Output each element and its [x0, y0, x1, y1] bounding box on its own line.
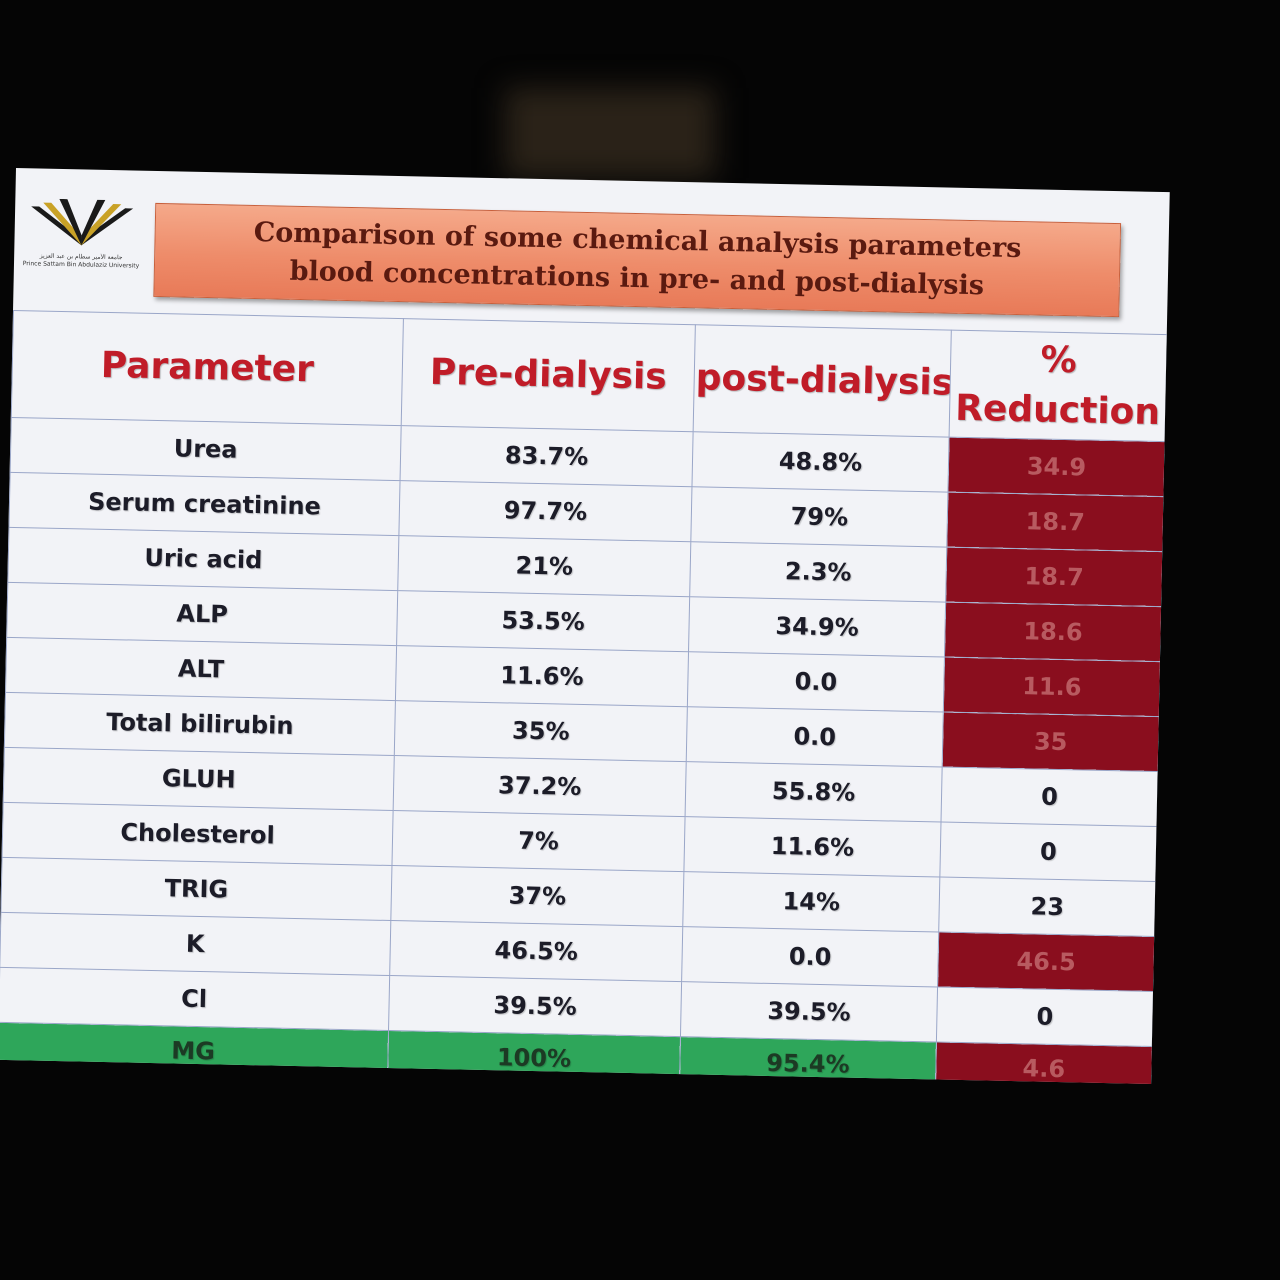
cell-parameter: GLUH [3, 747, 395, 811]
slide-title: Comparison of some chemical analysis par… [253, 216, 1022, 302]
cell-pre-dialysis: 46.5% [389, 920, 683, 982]
slide-title-box: Comparison of some chemical analysis par… [153, 202, 1122, 318]
cell-post-dialysis: 0.0 [687, 651, 945, 713]
cell-post-dialysis: 0.0 [681, 926, 939, 987]
cell-post-dialysis: 11.6% [683, 816, 942, 878]
header-pre-dialysis: Pre-dialysis [401, 318, 696, 432]
cell-parameter: ALT [5, 637, 397, 701]
header-parameter: Parameter [11, 310, 404, 426]
cell-reduction: 46.5 [937, 931, 1155, 992]
cell-parameter: Urea [10, 417, 402, 481]
cell-post-dialysis: 14% [682, 871, 940, 932]
comparison-table: Parameter Pre-dialysis post-dialysis % R… [0, 310, 1168, 1084]
cell-parameter: Uric acid [7, 527, 399, 591]
cell-pre-dialysis: 11.6% [395, 645, 689, 707]
cell-pre-dialysis: 7% [391, 810, 686, 872]
cell-pre-dialysis: 37% [390, 865, 684, 927]
cell-reduction: 34.9 [947, 437, 1166, 497]
header-reduction: % Reduction [949, 330, 1168, 442]
cell-post-dialysis: 0.0 [686, 706, 944, 768]
cell-reduction: 18.7 [946, 492, 1164, 552]
cell-post-dialysis: 48.8% [691, 431, 950, 493]
cell-parameter: Cl [0, 967, 390, 1031]
cell-parameter: Serum creatinine [8, 472, 401, 536]
cell-post-dialysis: 2.3% [689, 541, 947, 603]
university-logo: جامعة الأمير سطام بن عبد العزيز Prince S… [20, 198, 144, 281]
table-body: Urea 83.7% 48.8% 34.9 Serum creatinine 97.7% 7… [0, 417, 1166, 1084]
cell-reduction: 0 [939, 822, 1157, 882]
cell-parameter: Cholesterol [2, 802, 394, 866]
book-laurel-icon [31, 198, 134, 246]
cell-post-dialysis: 95.4% [679, 1036, 937, 1084]
cell-pre-dialysis: 100% [387, 1030, 681, 1084]
cell-parameter: Total bilirubin [4, 692, 396, 756]
cell-reduction: 0 [941, 767, 1159, 827]
camera-glare [505, 88, 715, 178]
cell-post-dialysis: 34.9% [688, 596, 946, 658]
cell-parameter: MG [0, 1022, 389, 1080]
cell-pre-dialysis: 35% [394, 700, 688, 762]
cell-post-dialysis: 55.8% [685, 761, 943, 823]
cell-pre-dialysis: 37.2% [393, 755, 687, 817]
cell-reduction: 18.6 [944, 602, 1162, 662]
header-post-dialysis: post-dialysis [693, 324, 952, 438]
cell-reduction: 18.7 [945, 547, 1163, 607]
cell-post-dialysis: 39.5% [680, 981, 938, 1042]
logo-english-text: Prince Sattam Bin Abdulaziz University [22, 260, 140, 270]
projected-slide: جامعة الأمير سطام بن عبد العزيز Prince S… [0, 168, 1170, 1084]
cell-pre-dialysis: 39.5% [388, 975, 682, 1037]
cell-reduction: 11.6 [943, 657, 1161, 717]
cell-parameter: TRIG [0, 857, 392, 921]
cell-reduction: 0 [936, 986, 1154, 1047]
cell-reduction: 23 [938, 877, 1156, 937]
cell-pre-dialysis: 97.7% [398, 480, 692, 542]
cell-reduction: 4.6 [935, 1041, 1153, 1084]
cell-pre-dialysis: 53.5% [396, 590, 690, 652]
cell-parameter: ALP [6, 582, 398, 646]
cell-parameter: K [0, 912, 391, 976]
cell-pre-dialysis: 21% [397, 535, 691, 597]
cell-reduction: 35 [942, 712, 1160, 772]
cell-pre-dialysis: 83.7% [400, 425, 694, 487]
cell-post-dialysis: 79% [690, 486, 948, 548]
